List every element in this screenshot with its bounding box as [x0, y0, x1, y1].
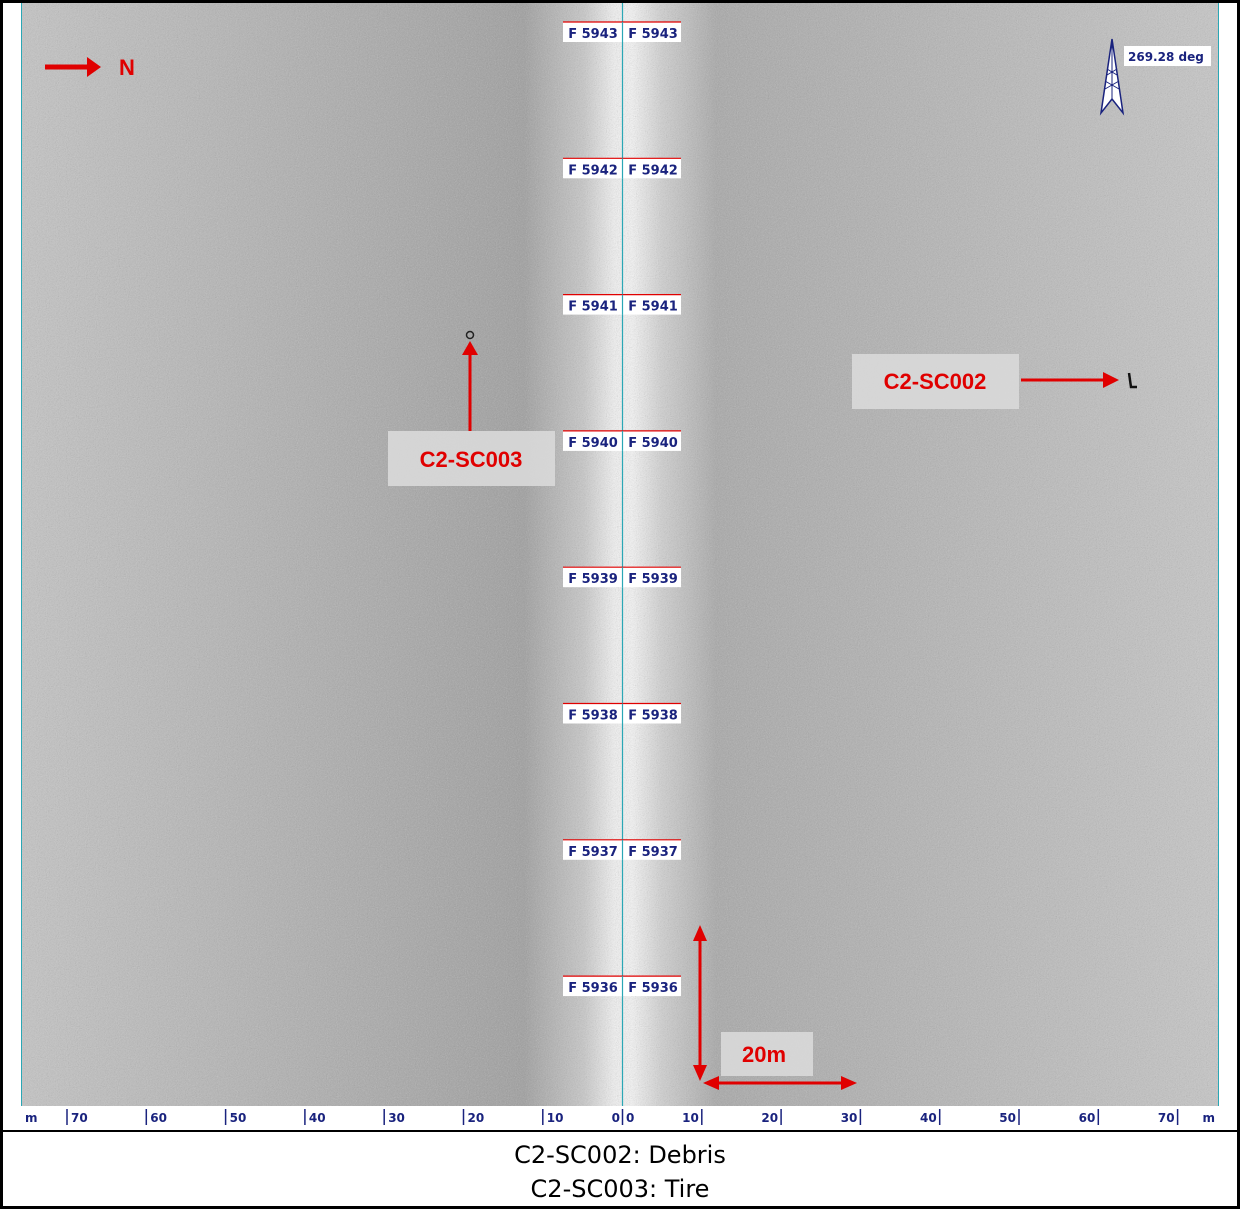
c2-sc003-label: C2-SC003 — [420, 447, 523, 472]
target-c2-sc002: C2-SC002 — [852, 354, 1137, 409]
fix-label-stbd: F 5941 — [628, 300, 678, 315]
fix-label-port: F 5941 — [568, 300, 618, 315]
fix-label-port: F 5936 — [568, 981, 618, 996]
north-label: N — [119, 55, 135, 80]
axis-tick-label-port: 10 — [547, 1111, 564, 1125]
heading-readout: 269.28 deg — [1128, 50, 1204, 64]
axis-tick-label-stbd: 0 — [626, 1111, 634, 1125]
axis-unit-right: m — [1202, 1111, 1215, 1125]
fix-mark: F 5941 F 5941 — [563, 294, 681, 315]
fix-label-port: F 5942 — [568, 163, 618, 178]
caption-line-debris: C2-SC002: Debris — [514, 1141, 726, 1169]
axis-tick-label-port: 50 — [230, 1111, 247, 1125]
target-c2-sc003: C2-SC003 — [388, 330, 555, 486]
fix-mark: F 5939 F 5939 — [563, 566, 681, 588]
scale-bar: 20m — [693, 925, 857, 1090]
axis-tick-label-stbd: 40 — [920, 1111, 937, 1125]
axis-tick-label-port: 20 — [468, 1111, 485, 1125]
sonar-image-panel: F 5943 F 5943 F 5942 F 5942 F 5941 F 5941 F 59… — [3, 3, 1237, 1130]
axis-tick-label-port: 70 — [71, 1111, 88, 1125]
c2-sc002-label: C2-SC002 — [884, 369, 987, 394]
fix-label-stbd: F 5942 — [628, 163, 678, 178]
axis-tick-label-stbd: 10 — [682, 1111, 699, 1125]
fix-label-stbd: F 5938 — [628, 709, 678, 724]
axis-unit-left: m — [25, 1111, 38, 1125]
tire-contact — [465, 330, 475, 340]
caption: C2-SC002: Debris C2-SC003: Tire — [3, 1130, 1237, 1206]
heading-box — [1124, 46, 1211, 66]
fix-label-stbd: F 5943 — [628, 27, 678, 42]
fix-mark: F 5943 F 5943 — [563, 21, 681, 42]
north-arrow-icon — [45, 57, 101, 77]
axis-tick-label-port: 0 — [612, 1111, 620, 1125]
c2-sc003-arrowhead — [462, 341, 478, 355]
axis-tick-label-stbd: 70 — [1158, 1111, 1175, 1125]
fix-label-stbd: F 5940 — [628, 436, 678, 451]
axis-tick-label-stbd: 60 — [1079, 1111, 1096, 1125]
fix-label-port: F 5943 — [568, 27, 618, 42]
fix-mark: F 5937 F 5937 — [563, 839, 681, 860]
scale-label: 20m — [742, 1042, 786, 1067]
fix-label-stbd: F 5937 — [628, 845, 678, 860]
fix-label-port: F 5938 — [568, 709, 618, 724]
fix-label-stbd: F 5936 — [628, 981, 678, 996]
fix-mark: F 5940 F 5940 — [563, 430, 681, 451]
axis-tick-label-port: 60 — [150, 1111, 167, 1125]
fix-label-port: F 5937 — [568, 845, 618, 860]
heading-compass-icon — [1099, 38, 1125, 116]
fix-label-stbd: F 5939 — [628, 572, 678, 587]
axis-tick-label-port: 40 — [309, 1111, 326, 1125]
fix-mark: F 5938 F 5938 — [563, 702, 681, 724]
axis-tick-label-stbd: 20 — [761, 1111, 778, 1125]
fix-label-port: F 5940 — [568, 436, 618, 451]
axis-tick-label-stbd: 50 — [999, 1111, 1016, 1125]
c2-sc002-label-box — [852, 354, 1019, 409]
axis-tick-label-port: 30 — [388, 1111, 405, 1125]
c2-sc002-arrowhead — [1103, 372, 1119, 388]
caption-line-tire: C2-SC003: Tire — [530, 1175, 710, 1203]
fix-mark: F 5936 F 5936 — [563, 975, 681, 997]
fix-label-port: F 5939 — [568, 572, 618, 587]
scale-label-box — [721, 1032, 813, 1076]
range-axis: m m 70 60 50 40 30 20 10 0 0 10 20 30 40 50 60 70 — [25, 1109, 1215, 1125]
range-axis-bar — [3, 1106, 1237, 1130]
sonar-texture — [21, 3, 1219, 1106]
c2-sc003-label-box — [388, 431, 555, 486]
axis-tick-label-stbd: 30 — [841, 1111, 858, 1125]
fix-mark: F 5942 F 5942 — [563, 157, 681, 179]
debris-contact — [1127, 372, 1137, 389]
